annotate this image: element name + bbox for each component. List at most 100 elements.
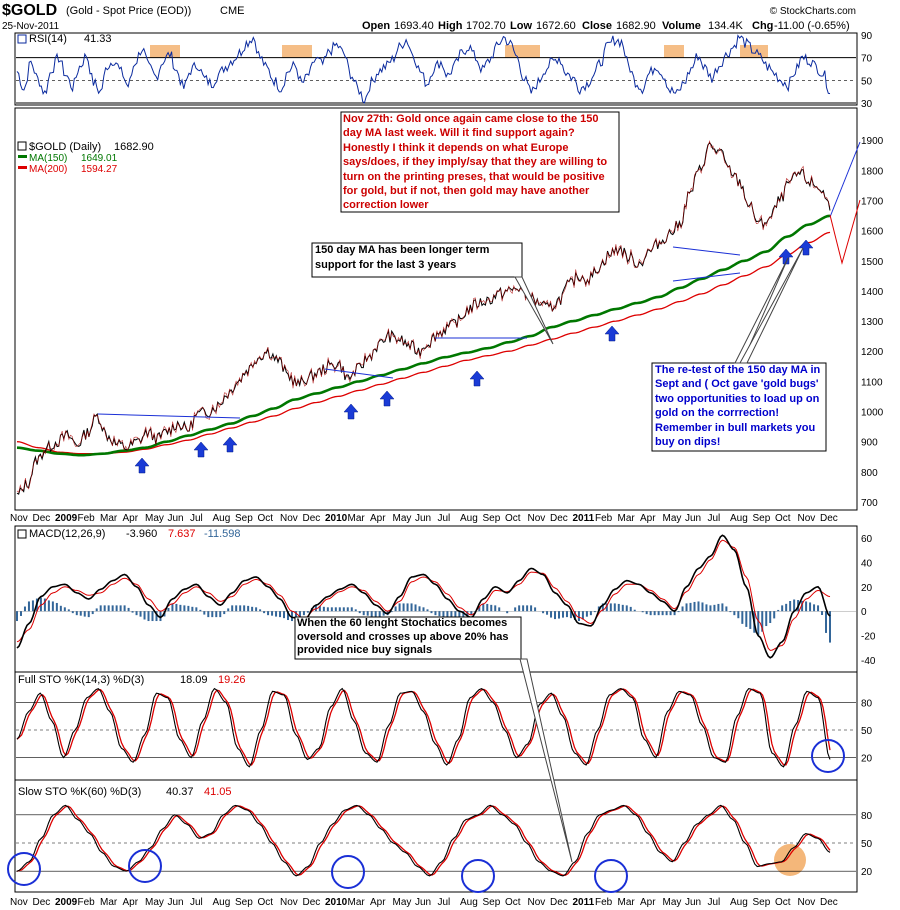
month-tick-label: May: [393, 513, 412, 524]
month-tick-label: Apr: [123, 897, 139, 908]
annotation-ma-support-pointer: [514, 276, 554, 345]
macd-label-text: MACD(12,26,9): [29, 528, 105, 540]
month-tick-label: Nov: [798, 897, 816, 908]
month-tick-label: Dec: [33, 897, 51, 908]
annotation-nov27-text: Nov 27th: Gold once again came close to …: [343, 113, 608, 212]
symbol: $GOLD: [2, 2, 57, 19]
month-tick-label: Aug: [213, 897, 231, 908]
buy-arrow-icon: [604, 325, 620, 342]
month-tick-label: Nov: [798, 513, 816, 524]
rsi-overbought-highlight-3: [664, 45, 684, 58]
buy-arrow-icon: [343, 403, 359, 420]
macd-tick-label: -40: [861, 656, 876, 667]
projection-down-line: [829, 199, 861, 265]
month-tick-label: Feb: [595, 513, 613, 524]
low-label: Low: [510, 20, 532, 32]
full-sto-value-2: 19.26: [218, 674, 246, 686]
annotation-retest-pointer-2: [739, 247, 804, 364]
macd-legend-swatch: [17, 529, 27, 539]
month-tick-label: May: [393, 897, 412, 908]
month-tick-label: 2011: [573, 897, 595, 908]
month-tick-label: Jun: [685, 513, 701, 524]
macd-tick-label: 40: [861, 558, 873, 569]
slow-sto-tick-label: 20: [861, 867, 873, 878]
exchange: CME: [220, 5, 244, 17]
rsi-overbought-highlight-1: [282, 45, 312, 58]
slow-sto-value-2: 41.05: [204, 786, 232, 798]
month-tick-label: May: [663, 897, 682, 908]
macd-panel: 60 40 20 0 -20 -40: [16, 534, 876, 667]
full-sto-tick-label: 50: [861, 726, 873, 737]
annotation-stochastics-text: When the 60 lenght Stochatics becomes ov…: [297, 617, 509, 656]
slow-sto-label-text: Slow STO %K(60) %D(3): [18, 786, 141, 798]
month-tick-label: 2011: [573, 513, 595, 524]
month-tick-label: Nov: [528, 897, 546, 908]
month-tick-label: Sep: [483, 513, 501, 524]
price-legend-swatch: [17, 141, 27, 151]
ma150-line: [16, 214, 831, 457]
rsi-label: RSI(14) 41.33: [17, 33, 112, 45]
month-tick-label: May: [145, 897, 164, 908]
month-tick-label: 2010: [325, 513, 348, 524]
slow-sto-label: Slow STO %K(60) %D(3) 40.37 41.05: [18, 786, 232, 798]
full-sto-tick-label: 20: [861, 754, 873, 765]
month-tick-label: Mar: [100, 513, 118, 524]
month-tick-label: Dec: [550, 513, 568, 524]
bottom-x-axis: Nov Dec 2009 Feb Mar Apr May Jun Jul Aug Sep Oct Nov…: [10, 897, 838, 908]
slow-sto-k-line: [16, 804, 831, 877]
full-sto-label-text: Full STO %K(14,3) %D(3): [18, 674, 144, 686]
rsi-label-text: RSI(14): [29, 33, 67, 45]
symbol-name: (Gold - Spot Price (EOD)): [66, 5, 191, 17]
month-tick-label: Apr: [123, 513, 139, 524]
price-x-axis: Nov Dec 2009 Feb Mar Apr May Jun Jul Aug Sep Oct Nov…: [10, 513, 838, 524]
slow-sto-tick-label: 80: [861, 811, 873, 822]
month-tick-label: Nov: [280, 897, 298, 908]
month-tick-label: Mar: [618, 897, 636, 908]
price-tick-label: 900: [861, 438, 878, 449]
month-tick-label: 2009: [55, 513, 78, 524]
trend-line-1: [324, 368, 394, 379]
macd-tick-label: 60: [861, 534, 873, 545]
trend-line-0: [97, 413, 241, 419]
month-tick-label: Mar: [100, 897, 118, 908]
price-legend: $GOLD (Daily) 1682.90 MA(150) 1649.01 MA…: [17, 141, 154, 175]
buy-arrow-icon: [469, 370, 485, 387]
macd-tick-label: 20: [861, 583, 873, 594]
month-tick-label: Aug: [460, 513, 478, 524]
annotation-stochastics-pointer: [519, 658, 573, 863]
annotation-nov27: Nov 27th: Gold once again came close to …: [340, 111, 620, 213]
month-tick-label: Oct: [258, 897, 274, 908]
slow-sto-signal-circle: [461, 859, 495, 893]
buy-arrow-icon: [798, 239, 814, 256]
month-tick-label: Dec: [550, 897, 568, 908]
buy-arrow-icon: [379, 390, 395, 407]
month-tick-label: Oct: [258, 513, 274, 524]
open-value: 1693.40: [394, 20, 434, 32]
annotation-ma-support-text: 150 day MA has been longer term support …: [315, 244, 490, 271]
month-tick-label: Sep: [753, 513, 771, 524]
annotation-retest-text: The re-test of the 150 day MA in Sept an…: [655, 364, 821, 449]
price-tick-label: 800: [861, 468, 878, 479]
buy-arrow-icon: [193, 441, 209, 458]
price-tick-label: 1000: [861, 408, 884, 419]
month-tick-label: Aug: [730, 513, 748, 524]
ma150-legend-value: 1649.01: [81, 153, 118, 164]
ma200-line: [16, 231, 831, 455]
full-sto-label: Full STO %K(14,3) %D(3) 18.09 19.26: [18, 674, 246, 686]
macd-label: MACD(12,26,9) -3.960 7.637 -11.598: [17, 528, 241, 540]
month-tick-label: Aug: [213, 513, 231, 524]
month-tick-label: Sep: [753, 897, 771, 908]
month-tick-label: Mar: [348, 513, 366, 524]
ma200-legend-name: MA(200): [29, 164, 67, 175]
slow-sto-oversold-highlight: [774, 844, 806, 876]
month-tick-label: Aug: [730, 897, 748, 908]
annotation-ma-support-box: [311, 242, 523, 278]
macd-signal-line: [16, 539, 831, 651]
watermark: © StockCharts.com: [770, 6, 856, 17]
month-tick-label: Jun: [168, 897, 184, 908]
month-tick-label: Dec: [820, 513, 838, 524]
rsi-legend-swatch: [17, 34, 27, 44]
month-tick-label: Jul: [438, 897, 451, 908]
buy-arrow-icon: [134, 457, 150, 474]
month-tick-label: Dec: [820, 897, 838, 908]
